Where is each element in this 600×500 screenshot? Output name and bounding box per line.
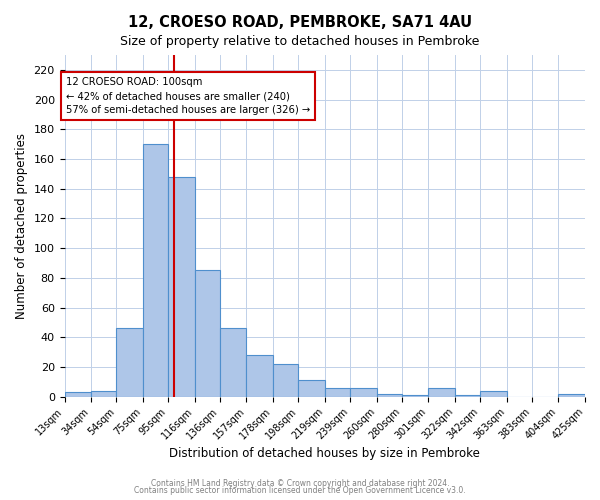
Bar: [377, 394, 402, 397]
Bar: [91, 391, 116, 397]
Text: 12 CROESO ROAD: 100sqm
← 42% of detached houses are smaller (240)
57% of semi-de: 12 CROESO ROAD: 100sqm ← 42% of detached…: [66, 78, 310, 116]
Text: Contains HM Land Registry data © Crown copyright and database right 2024.: Contains HM Land Registry data © Crown c…: [151, 478, 449, 488]
Bar: [402, 396, 428, 397]
Y-axis label: Number of detached properties: Number of detached properties: [15, 133, 28, 319]
Bar: [194, 270, 220, 397]
Bar: [168, 177, 194, 397]
Bar: [116, 328, 143, 397]
Text: Size of property relative to detached houses in Pembroke: Size of property relative to detached ho…: [121, 35, 479, 48]
Bar: [325, 388, 350, 397]
Bar: [298, 380, 325, 397]
Bar: [480, 391, 506, 397]
Text: Contains public sector information licensed under the Open Government Licence v3: Contains public sector information licen…: [134, 486, 466, 495]
Bar: [65, 392, 91, 397]
Bar: [428, 388, 455, 397]
Bar: [143, 144, 168, 397]
Bar: [455, 396, 480, 397]
Bar: [559, 394, 585, 397]
Bar: [350, 388, 377, 397]
Bar: [273, 364, 298, 397]
Bar: [247, 355, 273, 397]
Text: 12, CROESO ROAD, PEMBROKE, SA71 4AU: 12, CROESO ROAD, PEMBROKE, SA71 4AU: [128, 15, 472, 30]
X-axis label: Distribution of detached houses by size in Pembroke: Distribution of detached houses by size …: [169, 447, 480, 460]
Bar: [220, 328, 247, 397]
